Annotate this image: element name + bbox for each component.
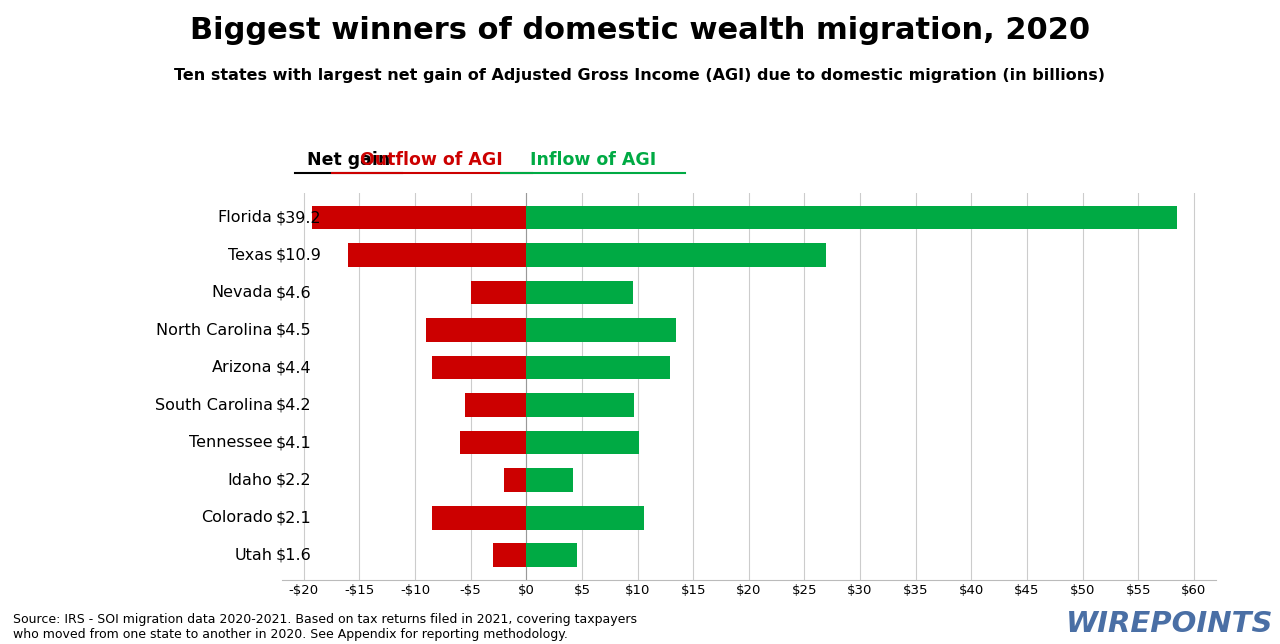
Bar [348,243,526,267]
Text: South Carolina: South Carolina [155,397,273,413]
Bar [311,206,526,229]
Text: $1.6: $1.6 [276,547,312,563]
Bar [431,356,526,379]
Text: Colorado: Colorado [201,510,273,526]
Text: $4.1: $4.1 [276,435,312,450]
Text: WIREPOINTS: WIREPOINTS [1066,610,1274,638]
Bar [465,393,526,417]
Bar [526,206,1178,229]
Text: Idaho: Idaho [228,473,273,488]
Text: $39.2: $39.2 [276,210,321,225]
Bar [493,544,526,567]
Bar [526,393,634,417]
Bar [426,318,526,342]
Bar [526,431,639,455]
Bar [504,468,526,492]
Text: $2.2: $2.2 [276,473,311,488]
Text: Utah: Utah [234,547,273,563]
Text: Nevada: Nevada [211,285,273,300]
Bar [526,243,826,267]
Text: $4.6: $4.6 [276,285,311,300]
Text: $10.9: $10.9 [276,247,321,263]
Text: Net gain: Net gain [307,151,390,169]
Text: Tennessee: Tennessee [189,435,273,450]
Text: Biggest winners of domestic wealth migration, 2020: Biggest winners of domestic wealth migra… [189,16,1091,45]
Bar [526,356,669,379]
Text: $4.2: $4.2 [276,397,311,413]
Bar [471,281,526,305]
Text: Arizona: Arizona [212,360,273,375]
Text: Florida: Florida [218,210,273,225]
Bar [431,506,526,529]
Bar [526,544,577,567]
Bar [460,431,526,455]
Text: $4.4: $4.4 [276,360,311,375]
Text: Ten states with largest net gain of Adjusted Gross Income (AGI) due to domestic : Ten states with largest net gain of Adju… [174,68,1106,82]
Text: Texas: Texas [228,247,273,263]
Text: North Carolina: North Carolina [156,323,273,337]
Text: $2.1: $2.1 [276,510,312,526]
Text: $4.5: $4.5 [276,323,311,337]
Text: Outflow of AGI: Outflow of AGI [361,151,503,169]
Bar [526,506,644,529]
Text: Source: IRS - SOI migration data 2020-2021. Based on tax returns filed in 2021, : Source: IRS - SOI migration data 2020-20… [13,613,637,641]
Bar [526,468,573,492]
Text: Inflow of AGI: Inflow of AGI [530,151,657,169]
Bar [526,281,634,305]
Bar [526,318,677,342]
